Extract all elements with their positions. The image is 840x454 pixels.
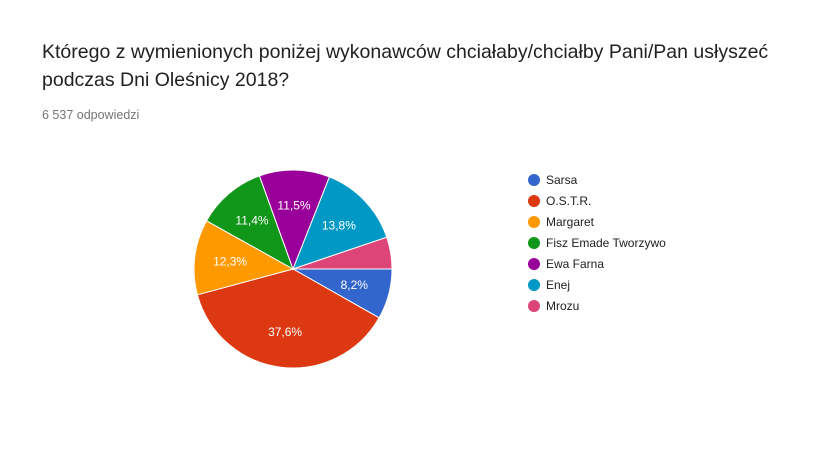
legend-label: Enej: [546, 277, 571, 292]
legend-item-1[interactable]: O.S.T.R.: [528, 190, 666, 211]
legend-label: Margaret: [546, 214, 595, 229]
pie-slice-label-5: 13,8%: [322, 218, 356, 232]
legend-label: Ewa Farna: [546, 256, 605, 271]
legend-swatch: [528, 257, 540, 270]
pie-slice-6[interactable]: [292, 236, 393, 270]
legend-item-6[interactable]: Mrozu: [528, 295, 666, 316]
legend-item-4[interactable]: Ewa Farna: [528, 253, 666, 274]
legend-label: Mrozu: [546, 298, 580, 313]
legend-label: Sarsa: [546, 172, 578, 187]
legend-item-5[interactable]: Enej: [528, 274, 666, 295]
pie-slice-3[interactable]: [205, 175, 294, 271]
pie-slice-label-4: 11,5%: [277, 199, 310, 213]
legend-label: Fisz Emade Tworzywo: [546, 235, 666, 250]
legend-item-0[interactable]: Sarsa: [528, 169, 666, 190]
pie-slice-label-1: 37,6%: [268, 325, 302, 339]
chart-legend: Sarsa O.S.T.R. Margaret Fisz Emade Tworzywo…: [528, 169, 666, 316]
legend-swatch: [528, 278, 540, 291]
pie-slice-label-0: 8,2%: [341, 278, 369, 292]
legend-label: O.S.T.R.: [546, 193, 592, 208]
legend-swatch: [528, 236, 540, 249]
response-count: 6 537 odpowiedzi: [42, 108, 140, 122]
pie-slice-5[interactable]: [292, 176, 388, 270]
legend-swatch: [528, 194, 540, 207]
legend-swatch: [528, 173, 540, 186]
legend-swatch: [528, 215, 540, 228]
question-title: Którego z wymienionych poniżej wykonawcó…: [42, 41, 769, 91]
pie-slice-label-2: 12,3%: [213, 254, 247, 268]
legend-item-2[interactable]: Margaret: [528, 211, 666, 232]
pie-slice-label-3: 11,4%: [235, 214, 268, 228]
pie-slice-4[interactable]: [258, 169, 331, 271]
legend-swatch: [528, 299, 540, 312]
pie-slice-2[interactable]: [193, 220, 295, 296]
pie-slice-1[interactable]: [196, 268, 380, 369]
legend-item-3[interactable]: Fisz Emade Tworzywo: [528, 232, 666, 253]
